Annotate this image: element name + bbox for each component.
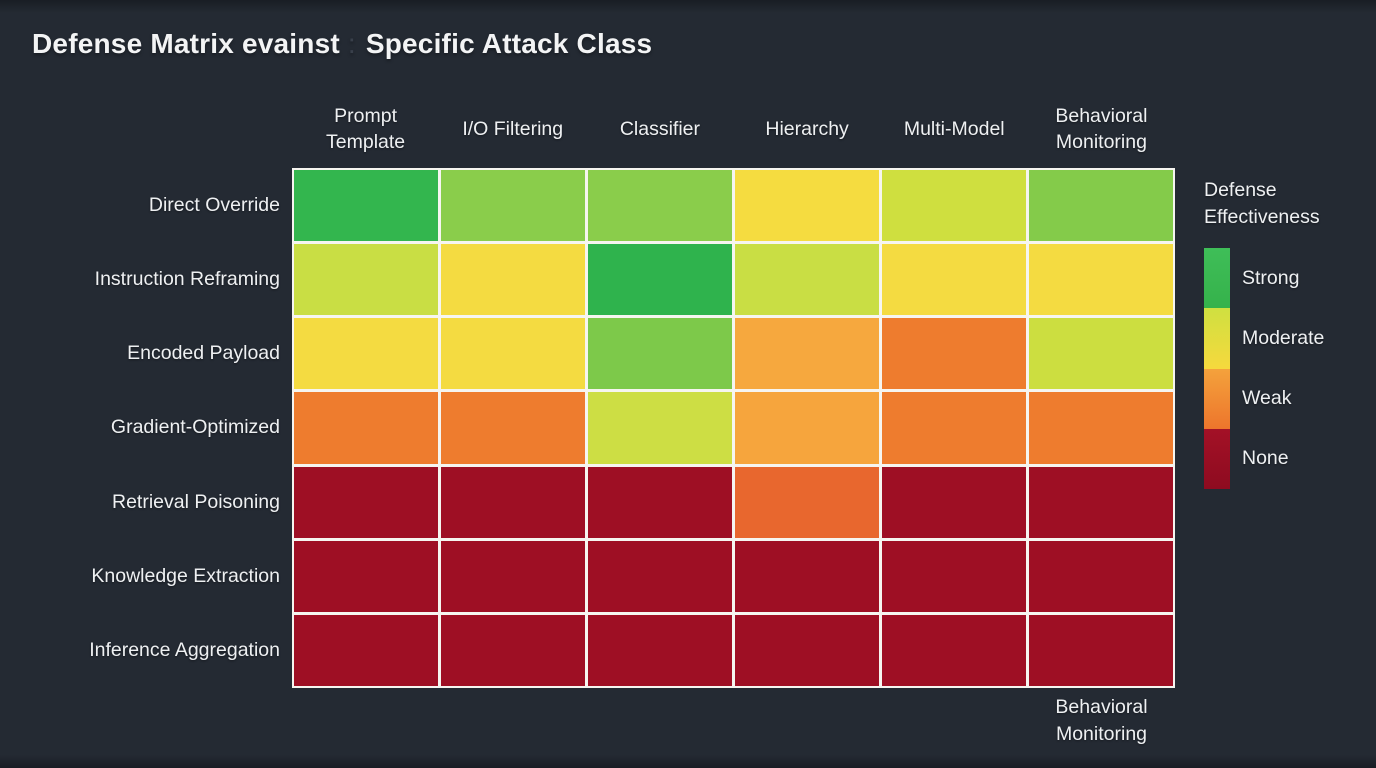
row-label-5: Retrieval Poisoning — [111, 490, 280, 513]
heatmap-cell — [882, 466, 1026, 538]
heatmap-cell — [294, 392, 438, 464]
legend-label-moderate: Moderate — [1242, 326, 1325, 349]
heatmap-cell — [735, 466, 879, 538]
page-title: Defense Matrix evainst: Specific Attack C… — [32, 28, 652, 60]
heatmap-cell — [882, 540, 1026, 612]
bottom-edge-vignette — [0, 755, 1376, 768]
row-label-2: Instruction Reframing — [94, 267, 280, 290]
heatmap-cell — [588, 392, 732, 464]
legend-label-none: None — [1242, 447, 1289, 470]
heatmap-cell — [441, 392, 585, 464]
title-ghost-colon: : — [347, 28, 356, 59]
heatmap-cell — [441, 244, 585, 316]
column-header-5: Multi-Model — [903, 118, 1005, 140]
top-edge-vignette — [0, 0, 1376, 13]
heatmap-cell — [588, 466, 732, 538]
column-header-4: Hierarchy — [765, 118, 849, 140]
row-label-6: Knowledge Extraction — [91, 565, 280, 588]
heatmap-grid — [292, 168, 1175, 688]
legend-label-strong: Strong — [1242, 266, 1300, 289]
heatmap-cell — [882, 170, 1026, 242]
heatmap-cell — [735, 244, 879, 316]
heatmap-cell — [735, 170, 879, 242]
x-axis-extra-label: Behavioral Monitoring — [1055, 696, 1148, 745]
legend-swatch-none — [1204, 428, 1230, 489]
heatmap-cell — [441, 540, 585, 612]
heatmap-cell — [294, 170, 438, 242]
heatmap-cell — [441, 614, 585, 686]
heatmap-cell — [735, 318, 879, 390]
column-header-1: Prompt Template — [326, 105, 406, 153]
legend-swatch-weak — [1204, 368, 1230, 429]
heatmap-cell — [882, 614, 1026, 686]
heatmap-cell — [1029, 170, 1173, 242]
column-headers: Prompt Template I/O Filtering Classifier Hi… — [292, 98, 1175, 160]
row-label-3: Encoded Payload — [127, 342, 280, 365]
legend-swatch-moderate — [1204, 308, 1230, 369]
heatmap-cell — [294, 318, 438, 390]
heatmap-cell — [441, 466, 585, 538]
heatmap-cell — [1029, 392, 1173, 464]
heatmap-cell — [294, 614, 438, 686]
row-label-7: Inference Aggregation — [89, 639, 280, 662]
column-header-3: Classifier — [619, 118, 700, 140]
legend-colorbar — [1204, 248, 1230, 489]
heatmap-cell — [735, 614, 879, 686]
legend-swatch-strong — [1204, 248, 1230, 309]
row-label-4: Gradient-Optimized — [110, 416, 280, 439]
heatmap-cell — [1029, 318, 1173, 390]
heatmap-cell — [294, 466, 438, 538]
heatmap-cell — [735, 540, 879, 612]
heatmap-cell — [588, 614, 732, 686]
heatmap-cell — [294, 244, 438, 316]
heatmap-cell — [1029, 614, 1173, 686]
heatmap-cell — [882, 244, 1026, 316]
legend-label-weak: Weak — [1242, 387, 1292, 410]
heatmap-cell — [588, 244, 732, 316]
row-labels: Direct Override Instruction Reframing Enco… — [0, 168, 280, 688]
column-header-2: I/O Filtering — [462, 118, 564, 140]
title-right: Specific Attack Class — [365, 28, 653, 59]
legend-labels: Strong Moderate Weak None — [1242, 248, 1324, 489]
heatmap-cell — [441, 170, 585, 242]
title-left: Defense Matrix evainst — [32, 28, 340, 59]
heatmap-cell — [1029, 244, 1173, 316]
heatmap-cell — [588, 170, 732, 242]
heatmap-cell — [294, 540, 438, 612]
heatmap-cell — [1029, 466, 1173, 538]
heatmap-cell — [441, 318, 585, 390]
heatmap-cell — [1029, 540, 1173, 612]
heatmap-cell — [588, 540, 732, 612]
legend-title: Defense Effectiveness — [1204, 179, 1320, 228]
row-label-1: Direct Override — [148, 193, 280, 216]
column-header-6: Behavioral Monitoring — [1055, 105, 1148, 153]
heatmap-cell — [735, 392, 879, 464]
heatmap-cell — [882, 392, 1026, 464]
heatmap-cell — [588, 318, 732, 390]
heatmap-cell — [882, 318, 1026, 390]
